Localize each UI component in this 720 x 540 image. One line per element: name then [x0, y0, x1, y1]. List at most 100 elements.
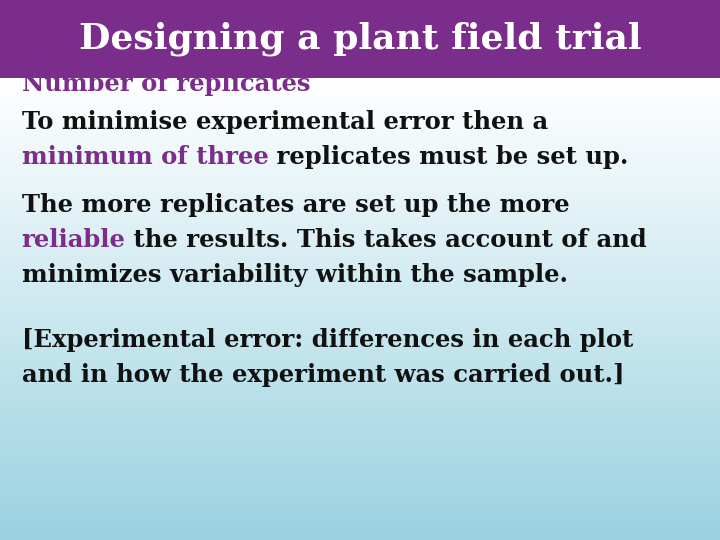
Bar	[0, 117, 720, 118]
Bar	[0, 166, 720, 167]
Bar	[0, 109, 720, 111]
Bar	[0, 409, 720, 411]
Bar	[0, 363, 720, 364]
Bar	[0, 538, 720, 540]
Bar	[0, 201, 720, 203]
Bar	[0, 437, 720, 438]
Text: The more replicates are set up the more: The more replicates are set up the more	[22, 193, 570, 217]
Bar	[0, 350, 720, 352]
Bar	[0, 531, 720, 532]
Bar	[0, 98, 720, 100]
Bar	[0, 271, 720, 272]
Bar	[0, 317, 720, 319]
Bar	[0, 161, 720, 163]
Bar	[0, 265, 720, 266]
Bar	[0, 346, 720, 348]
Bar	[0, 195, 720, 197]
Bar	[0, 482, 720, 483]
Bar	[0, 401, 720, 403]
Bar	[0, 257, 720, 258]
Bar	[0, 432, 720, 434]
Bar	[0, 137, 720, 138]
Bar	[0, 82, 720, 83]
Bar	[0, 156, 720, 157]
Bar	[0, 234, 720, 235]
Bar	[0, 475, 720, 477]
Bar	[0, 517, 720, 518]
Bar	[0, 301, 720, 303]
Bar	[0, 328, 720, 329]
Bar	[0, 118, 720, 120]
Bar	[0, 154, 720, 156]
Bar	[0, 453, 720, 454]
Bar	[0, 138, 720, 140]
Bar	[0, 529, 720, 531]
Bar	[0, 135, 720, 137]
Bar	[0, 391, 720, 392]
Bar	[0, 140, 720, 141]
Bar	[0, 288, 720, 289]
Bar	[0, 345, 720, 346]
Bar	[0, 406, 720, 408]
Bar	[0, 132, 720, 134]
Bar	[0, 191, 720, 192]
Bar	[0, 221, 720, 223]
Bar	[0, 369, 720, 370]
Bar	[0, 254, 720, 255]
Bar	[0, 462, 720, 463]
Bar	[0, 486, 720, 488]
Bar	[0, 522, 720, 523]
Bar	[0, 160, 720, 161]
Bar	[0, 183, 720, 185]
Bar	[0, 209, 720, 211]
Bar	[0, 440, 720, 442]
Bar	[0, 214, 720, 215]
Bar	[0, 269, 720, 271]
Bar	[0, 240, 720, 241]
Bar	[0, 147, 720, 149]
Bar	[0, 169, 720, 171]
Bar	[0, 488, 720, 489]
Bar	[0, 349, 720, 350]
Bar	[0, 506, 720, 508]
Bar	[0, 471, 720, 472]
Bar	[0, 319, 720, 320]
Bar	[0, 352, 720, 354]
Bar	[0, 111, 720, 112]
Bar	[0, 503, 720, 504]
Bar	[0, 320, 720, 321]
Bar	[0, 181, 720, 183]
Bar	[0, 384, 720, 386]
Bar	[0, 399, 720, 400]
Bar	[0, 523, 720, 525]
Bar	[0, 192, 720, 194]
Bar	[0, 165, 720, 166]
Bar	[0, 535, 720, 537]
Bar	[0, 226, 720, 227]
Bar	[0, 277, 720, 279]
Text: Number of replicates: Number of replicates	[22, 72, 310, 96]
Bar	[0, 515, 720, 517]
Bar	[0, 512, 720, 514]
Bar	[0, 197, 720, 198]
Text: and in how the experiment was carried out.]: and in how the experiment was carried ou…	[22, 363, 624, 387]
Bar	[0, 315, 720, 317]
Bar	[0, 508, 720, 509]
Bar	[0, 227, 720, 229]
Bar	[0, 145, 720, 146]
Bar	[0, 220, 720, 221]
Bar	[0, 504, 720, 506]
Bar	[0, 422, 720, 423]
Bar	[0, 280, 720, 281]
Bar	[0, 268, 720, 269]
Bar	[0, 243, 720, 245]
Bar	[0, 394, 720, 395]
Bar	[0, 218, 720, 220]
Bar	[0, 120, 720, 122]
Bar	[0, 403, 720, 404]
Bar	[0, 446, 720, 448]
Bar	[0, 171, 720, 172]
Bar	[0, 434, 720, 435]
Bar	[0, 114, 720, 115]
Bar	[0, 389, 720, 391]
